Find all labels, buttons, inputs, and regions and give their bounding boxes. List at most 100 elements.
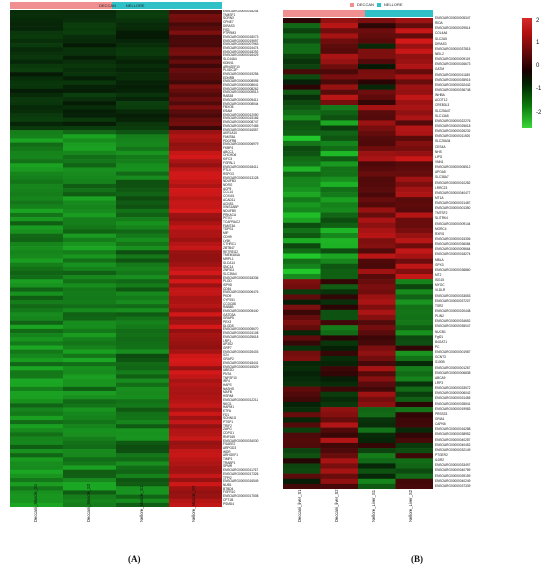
- panel-b-gene-label: CAPN6: [435, 422, 446, 427]
- panel-a-gene-label: CDH9: [223, 234, 232, 239]
- heatmap-cell: [358, 186, 396, 193]
- heatmap-cell: [395, 279, 433, 285]
- heatmap-cell: [169, 167, 222, 172]
- heatmap-cell: [116, 130, 170, 135]
- panel-a-gene-label: SLC35A4: [223, 271, 237, 276]
- heatmap-cell: [169, 43, 222, 48]
- caption-b: (B): [411, 554, 423, 564]
- heatmap-cell: [395, 53, 433, 60]
- panel-a-gene-label: RAB8B: [223, 305, 234, 310]
- heatmap-cell: [169, 175, 222, 181]
- heatmap-cell: [358, 233, 396, 239]
- sample-label-b-3: Nellore_Liver_S1: [371, 489, 376, 522]
- heatmap-cell: [358, 253, 396, 259]
- panel-a-gene-label: GRAP5: [223, 316, 234, 321]
- heatmap-cell: [395, 422, 433, 428]
- heatmap-cell: [283, 23, 321, 29]
- heatmap-cell: [116, 424, 170, 429]
- heatmap-cell: [395, 458, 433, 464]
- heatmap-panel-b: DECCAN NELLORE ENSOARG00000005347 RIDA ENS…: [275, 0, 550, 548]
- heatmap-cell: [169, 465, 222, 471]
- panel-a-gene-label: DLGD5: [223, 323, 234, 328]
- heatmap-cell: [10, 121, 64, 127]
- panel-a-gene-label: ENSOARG00000013128: [223, 175, 259, 180]
- heatmap-cell: [395, 483, 433, 489]
- heatmap-cell: [169, 461, 222, 466]
- sample-label-a-1: Deccani_Muscle_S1: [33, 483, 38, 522]
- heatmap-cell: [116, 204, 170, 210]
- heatmap-cell: [395, 243, 433, 249]
- heatmap-cell: [10, 262, 64, 268]
- heatmap-cell: [358, 432, 396, 439]
- heatmap-cell: [283, 381, 321, 387]
- heatmap-cell: [395, 125, 433, 131]
- heatmap-cell: [10, 130, 64, 135]
- heatmap-cell: [10, 366, 64, 371]
- heatmap-cell: [63, 415, 117, 421]
- scale-tick-minus2: -2: [536, 110, 542, 116]
- heatmap-cell: [283, 89, 321, 96]
- heatmap-cell: [320, 304, 359, 311]
- heatmap-cell: [116, 229, 170, 234]
- panel-a-gene-label: ENSOARG00000006476: [223, 290, 259, 295]
- heatmap-cell: [395, 120, 433, 126]
- heatmap-cell: [116, 22, 170, 27]
- heatmap-cell: [10, 113, 64, 118]
- heatmap-cell: [169, 444, 222, 450]
- panel-b-gene-label: ENSOARG00000019983: [435, 406, 471, 411]
- heatmap-cell: [169, 328, 222, 334]
- panel-a-gene-label: CHCHD6: [223, 153, 237, 158]
- heatmap-cell: [169, 382, 222, 388]
- heatmap-cell: [63, 262, 117, 268]
- heatmap-cell: [169, 407, 222, 413]
- heatmap-cell: [169, 105, 222, 110]
- heatmap-cell: [10, 374, 64, 379]
- panel-a-gene-label: ENSOARG00000034030: [223, 438, 259, 443]
- heatmap-cell: [63, 196, 117, 201]
- panel-b-gene-label: SLITRK4: [435, 216, 448, 221]
- heatmap-cell: [358, 192, 396, 198]
- heatmap-cell: [116, 51, 170, 56]
- heatmap-cell: [395, 253, 433, 259]
- heatmap-cell: [169, 217, 222, 222]
- panel-a-gene-label: ARPGD3: [223, 445, 237, 450]
- heatmap-cell: [283, 273, 321, 280]
- panel-b-gene-label: LRP3: [435, 380, 443, 385]
- heatmap-cell: [283, 217, 321, 224]
- heatmap-cell: [116, 225, 170, 230]
- heatmap-cell: [169, 378, 222, 384]
- heatmap-cell: [283, 156, 321, 162]
- heatmap-cell: [10, 362, 64, 367]
- gene-labels-b: ENSOARG00000005347 RIDA ENSOARG00000029514…: [435, 16, 517, 490]
- panel-b-gene-label: VNN1: [435, 159, 444, 164]
- panel-a-gene-label: ENSOARG00000008262: [223, 86, 259, 91]
- heatmap-cell: [63, 502, 117, 507]
- heatmap-cell: [63, 498, 117, 504]
- heatmap-cell: [395, 64, 433, 70]
- heatmap-cell: [320, 105, 359, 111]
- heatmap-cell: [358, 279, 396, 285]
- heatmap-cell: [169, 183, 222, 189]
- heatmap-cell: [10, 473, 64, 479]
- heatmap-cell: [358, 166, 396, 172]
- panel-b-gene-label: ENSOARG00000032442: [435, 82, 471, 87]
- heatmap-cell: [10, 275, 64, 280]
- heatmap-cell: [169, 171, 222, 176]
- heatmap-cell: [169, 96, 222, 102]
- panel-a-gene-label: CCL14: [223, 190, 233, 195]
- heatmap-cell: [63, 279, 117, 284]
- heatmap-grid-a: [10, 10, 222, 507]
- heatmap-cell: [283, 130, 321, 137]
- heatmap-cell: [116, 109, 170, 114]
- panel-a-gene-label: AKR1A10: [223, 131, 237, 136]
- heatmap-cell: [283, 18, 321, 24]
- panel-a-gene-label: ENSOARG00000018244: [223, 10, 259, 13]
- heatmap-cell: [320, 422, 359, 428]
- panel-a-gene-label: CDPG1: [223, 431, 234, 436]
- heatmap-cell: [283, 284, 321, 290]
- heatmap-cell: [63, 179, 117, 185]
- heatmap-cell: [116, 125, 170, 131]
- panel-b-gene-label: ENSOARG00000015306: [435, 237, 471, 242]
- heatmap-cell: [116, 287, 170, 292]
- heatmap-cell: [358, 458, 396, 464]
